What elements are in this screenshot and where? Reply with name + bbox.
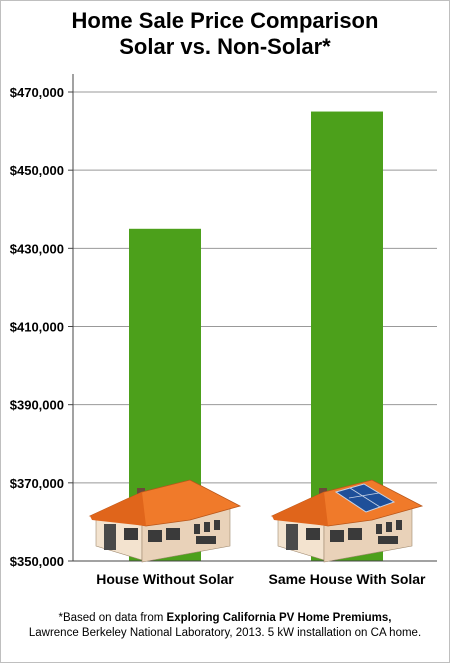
footnote: *Based on data from Exploring California… bbox=[0, 611, 450, 641]
y-tick-label: $410,000 bbox=[10, 320, 64, 335]
y-tick-label: $390,000 bbox=[10, 398, 64, 413]
window bbox=[306, 528, 320, 540]
chart-title-line2: Solar vs. Non-Solar* bbox=[119, 34, 331, 59]
house-icon bbox=[88, 479, 242, 563]
solar-panel-grid bbox=[349, 487, 381, 508]
solar-panel-grid bbox=[348, 492, 380, 499]
roof-gable bbox=[272, 492, 328, 526]
category-label: House Without Solar bbox=[96, 571, 234, 587]
footnote-line1: *Based on data from Exploring California… bbox=[0, 611, 450, 626]
y-tick-label: $370,000 bbox=[10, 476, 64, 491]
y-tick-label: $450,000 bbox=[10, 163, 64, 178]
footnote-line2: Lawrence Berkeley National Laboratory, 2… bbox=[28, 627, 422, 639]
window bbox=[376, 524, 382, 534]
window bbox=[194, 524, 200, 534]
door bbox=[104, 524, 116, 550]
window bbox=[196, 536, 216, 544]
footnote-prefix: *Based on data from bbox=[58, 612, 167, 624]
window bbox=[204, 522, 210, 532]
y-tick-label: $430,000 bbox=[10, 241, 64, 256]
window bbox=[396, 520, 402, 530]
window bbox=[386, 522, 392, 532]
solar-house-icon bbox=[270, 479, 424, 563]
chart-title: Home Sale Price Comparison Solar vs. Non… bbox=[0, 8, 450, 60]
window bbox=[378, 536, 398, 544]
roof-gable bbox=[90, 492, 146, 526]
footnote-source: Exploring California PV Home Premiums, bbox=[166, 612, 392, 624]
y-tick-label: $350,000 bbox=[10, 554, 64, 569]
window bbox=[214, 520, 220, 530]
window bbox=[330, 530, 344, 542]
window bbox=[348, 528, 362, 540]
window bbox=[124, 528, 138, 540]
window bbox=[148, 530, 162, 542]
category-label: Same House With Solar bbox=[268, 571, 426, 587]
bar-chart: $350,000 $370,000 $390,000 $410,000 $430,000… bbox=[10, 74, 437, 587]
y-tick-label: $470,000 bbox=[10, 85, 64, 100]
solar-panel bbox=[334, 483, 396, 513]
window bbox=[166, 528, 180, 540]
chart-title-line1: Home Sale Price Comparison bbox=[71, 8, 379, 33]
door bbox=[286, 524, 298, 550]
